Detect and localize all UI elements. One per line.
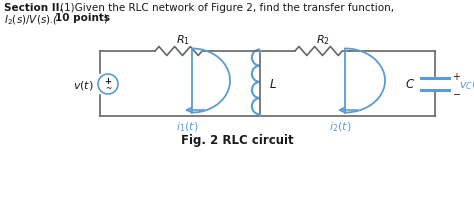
Text: $i_1(t)$: $i_1(t)$ [176,119,198,133]
Text: $-$: $-$ [452,88,461,97]
Text: $I_2(s)/V(s)$.(: $I_2(s)/V(s)$.( [4,13,59,27]
Text: +: + [104,77,111,85]
Text: ~: ~ [105,84,111,92]
Text: ): ) [103,13,107,23]
Text: $L$: $L$ [269,78,277,91]
Text: Section II.: Section II. [4,3,64,13]
Text: Fig. 2 RLC circuit: Fig. 2 RLC circuit [181,133,293,146]
Text: (1)Given the RLC network of Figure 2, find the transfer function,: (1)Given the RLC network of Figure 2, fi… [60,3,394,13]
Text: $i_2(t)$: $i_2(t)$ [329,119,351,133]
Text: $C$: $C$ [405,78,415,91]
Text: $v(t)$: $v(t)$ [73,78,94,91]
Text: $R_1$: $R_1$ [175,33,190,47]
Text: $R_2$: $R_2$ [316,33,329,47]
Text: +: + [452,72,460,82]
Text: $v_C(t)$: $v_C(t)$ [459,78,474,91]
Text: 10 points: 10 points [55,13,110,23]
